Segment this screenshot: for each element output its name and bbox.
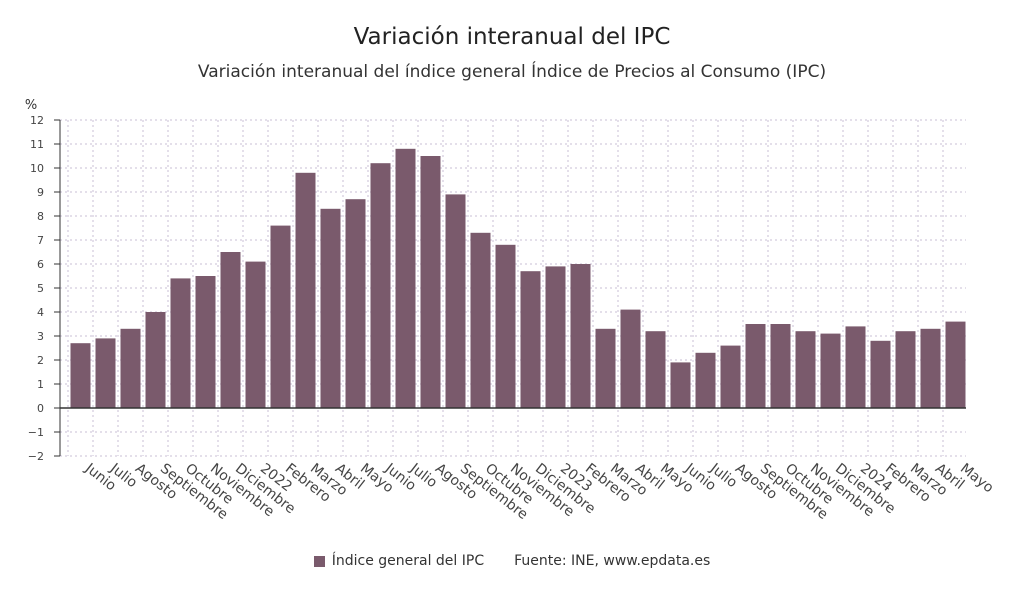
bar [845, 326, 866, 408]
bar [145, 312, 166, 408]
bar [895, 331, 916, 408]
legend: Índice general del IPC Fuente: INE, www.… [0, 553, 1024, 569]
bar [795, 331, 816, 408]
grid-layer [60, 119, 966, 457]
bar [395, 148, 416, 409]
bar [495, 244, 516, 408]
y-tick-label: 12 [30, 114, 44, 127]
y-tick-label: 10 [30, 162, 44, 175]
source-label: Fuente: INE, www.epdata.es [514, 553, 711, 569]
bar [370, 163, 391, 408]
chart-subtitle: Variación interanual del índice general … [197, 62, 827, 82]
bar [945, 321, 966, 408]
bar [70, 343, 91, 408]
bar [545, 266, 566, 408]
bar [220, 252, 241, 408]
y-axis-unit-label: % [25, 98, 37, 113]
y-tick-label: 1 [37, 378, 44, 391]
bar [345, 199, 366, 408]
bar [920, 328, 941, 408]
bar [695, 352, 716, 408]
bar [470, 232, 491, 408]
bar [170, 278, 191, 408]
y-tick-label: 5 [37, 282, 44, 295]
y-tick-label: −1 [28, 426, 44, 439]
bar [295, 172, 316, 408]
legend-swatch [313, 555, 325, 567]
y-tick-label: 7 [37, 234, 44, 247]
legend-label: Índice general del IPC [331, 553, 485, 569]
y-tick-label: 11 [30, 138, 44, 151]
bar [595, 328, 616, 408]
bar [120, 328, 141, 408]
bar [870, 340, 891, 408]
y-tick-label: 8 [37, 210, 44, 223]
y-tick-label: 0 [37, 402, 44, 415]
bars-layer [70, 148, 966, 409]
bar [320, 208, 341, 408]
bar [820, 333, 841, 408]
y-tick-label: 4 [37, 306, 44, 319]
bar [195, 276, 216, 408]
y-tick-label: −2 [28, 450, 44, 463]
bar [745, 324, 766, 408]
bar [620, 309, 641, 408]
y-tick-label: 3 [37, 330, 44, 343]
bar [420, 156, 441, 408]
bar [445, 194, 466, 408]
y-tick-label: 2 [37, 354, 44, 367]
bar [520, 271, 541, 408]
bar [245, 261, 266, 408]
bar [670, 362, 691, 408]
bar [95, 338, 116, 408]
y-tick-label: 6 [37, 258, 44, 271]
y-tick-label: 9 [37, 186, 44, 199]
bar [570, 264, 591, 408]
bar [645, 331, 666, 408]
bar [270, 225, 291, 408]
bar [720, 345, 741, 408]
bar [770, 324, 791, 408]
chart-title: Variación interanual del IPC [353, 24, 671, 50]
